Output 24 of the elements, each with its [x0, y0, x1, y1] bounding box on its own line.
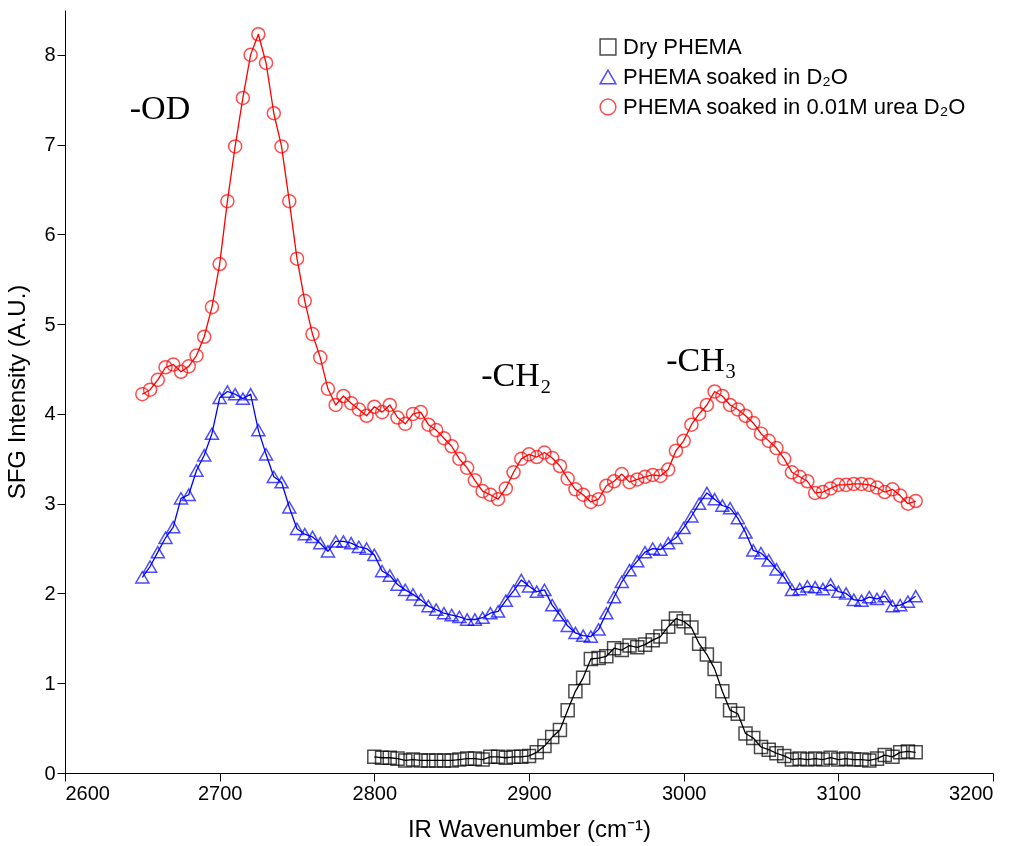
y-tick-label: 0: [44, 761, 56, 784]
annotation: -OD: [129, 89, 191, 127]
x-axis-title: IR Wavenumber (cm⁻¹): [407, 814, 652, 842]
annotation: -CH₃: [666, 340, 737, 378]
y-tick-label: 1: [44, 671, 56, 694]
y-tick-label: 8: [44, 43, 56, 66]
annotation: -CH₂: [481, 355, 552, 393]
x-tick-label: 3100: [816, 781, 862, 804]
legend-label: Dry PHEMA: [623, 34, 742, 59]
x-tick-label: 2800: [352, 781, 398, 804]
x-tick-label: 2600: [65, 781, 110, 804]
y-tick-label: 7: [44, 133, 56, 156]
legend-label: PHEMA soaked in D₂O: [623, 64, 848, 89]
legend-label: PHEMA soaked in 0.01M urea D₂O: [623, 94, 966, 119]
y-tick-label: 3: [44, 492, 56, 515]
x-tick-label: 2700: [197, 781, 243, 804]
y-axis-title: SFG Intensity (A.U.): [3, 284, 31, 500]
y-tick-label: 5: [44, 312, 56, 335]
x-tick-label: 2900: [507, 781, 552, 804]
y-tick-label: 6: [44, 222, 56, 245]
y-tick-label: 4: [44, 402, 56, 425]
x-tick-label: 3200: [949, 781, 994, 804]
y-tick-label: 2: [44, 581, 56, 604]
x-tick-label: 3000: [661, 781, 707, 804]
